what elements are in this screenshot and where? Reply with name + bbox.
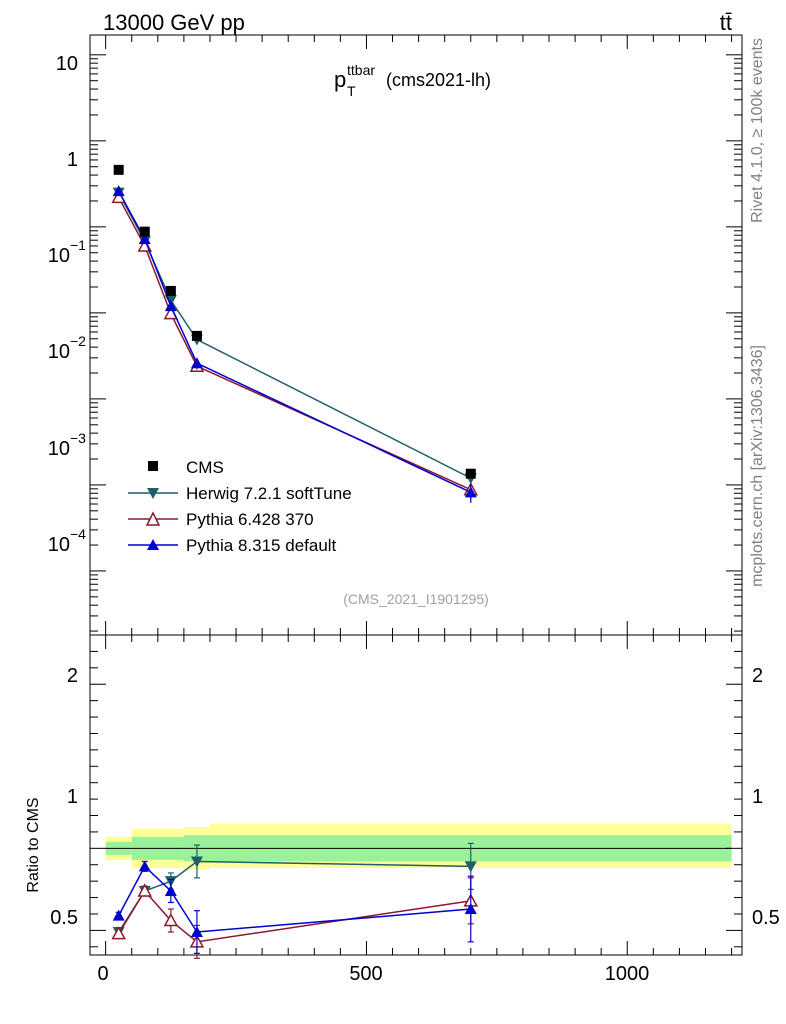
main-line-pythia-8-315-default [118, 190, 472, 494]
mcplots-label: mcplots.cern.ch [arXiv:1306.3436] [749, 345, 766, 587]
ratio-point-pythia-8-315-default [112, 909, 125, 921]
main-point-pythia-8-315-default [112, 185, 125, 197]
ratio-y-tick-label-1-left: 1 [67, 786, 78, 808]
y-tick-exp-4: −4 [70, 526, 86, 542]
y-tick-exp-2: −2 [70, 333, 86, 349]
ratio-point-herwig-7-2-1-softtune [190, 856, 203, 868]
y-tick-label-1e-2: 10 [48, 341, 70, 363]
ratio-point-pythia-8-315-default [164, 885, 177, 896]
legend: CMS Herwig 7.2.1 softTune Pythia 6.428 3… [128, 458, 352, 555]
main-point-cms [191, 330, 202, 341]
main-y-axis-ticks [90, 35, 742, 635]
plot-title-sup: ttbar [347, 62, 375, 78]
main-point-pythia-8-315-default [164, 300, 177, 312]
ratio-axis-ticks [90, 635, 742, 955]
x-tick-labels: 0 500 1000 [97, 963, 649, 985]
y-tick-label-1: 1 [67, 149, 78, 171]
ratio-series-layer [111, 842, 479, 959]
ratio-uncertainty-bands [105, 823, 732, 870]
energy-label: 13000 GeV pp [103, 10, 245, 35]
plot-title-sub: T [347, 83, 356, 99]
ratio-point-pythia-8-315-default [464, 903, 477, 915]
main-y-tick-exponents: −1 −2 −3 −4 [70, 237, 86, 542]
plot-title: p ttbar T (cms2021-lh) [334, 62, 491, 99]
x-tick-label-1000: 1000 [605, 963, 650, 985]
main-point-cms [139, 226, 150, 237]
y-tick-exp-1: −1 [70, 237, 86, 253]
main-point-pythia-8-315-default [190, 357, 203, 369]
y-tick-exp-3: −3 [70, 430, 86, 446]
x-tick-label-500: 500 [349, 963, 382, 985]
main-y-tick-labels: 10 1 10 10 10 10 [48, 53, 78, 556]
ratio-y-axis-label: Ratio to CMS [25, 797, 42, 892]
y-tick-label-10: 10 [56, 53, 78, 75]
legend-marker-pythia6 [145, 511, 161, 526]
ratio-y-tick-label-1-right: 1 [752, 786, 763, 808]
legend-label-pythia6: Pythia 6.428 370 [186, 510, 314, 529]
main-point-pythia-8-315-default [464, 486, 477, 498]
main-point-pythia-8-315-default [138, 233, 151, 245]
ratio-y-tick-label-05-right: 0.5 [752, 907, 780, 929]
ratio-point-pythia-6-428-370 [137, 883, 153, 897]
main-point-cms [113, 164, 124, 175]
legend-marker-pythia8 [147, 539, 159, 550]
legend-marker-cms [148, 461, 158, 471]
rivet-version-label: Rivet 4.1.0, ≥ 100k events [749, 38, 766, 223]
ratio-point-pythia-6-428-370 [111, 926, 126, 940]
process-label: tt̄ [720, 10, 732, 35]
ratio-y-tick-label-2-left: 2 [67, 665, 78, 687]
x-tick-label-0: 0 [97, 963, 108, 985]
y-tick-label-1e-3: 10 [48, 438, 70, 460]
ratio-y-tick-label-2-right: 2 [752, 665, 763, 687]
ratio-point-pythia-6-428-370 [163, 912, 179, 927]
legend-label-herwig: Herwig 7.2.1 softTune [186, 484, 352, 503]
ratio-y-tick-labels: 2 1 0.5 2 1 0.5 [50, 665, 780, 929]
main-series-layer [111, 164, 479, 503]
plot-title-main: p [334, 67, 346, 92]
legend-marker-herwig [147, 488, 159, 499]
main-point-cms [165, 285, 176, 296]
main-point-cms [465, 468, 476, 479]
ratio-y-tick-label-05-left: 0.5 [50, 907, 78, 929]
main-line-pythia-6-428-370 [118, 197, 472, 491]
ratio-point-herwig-7-2-1-softtune [464, 861, 477, 873]
analysis-tag: (CMS_2021_I1901295) [343, 591, 489, 607]
legend-label-cms: CMS [186, 458, 224, 477]
legend-label-pythia8: Pythia 8.315 default [186, 536, 337, 555]
ratio-point-pythia-8-315-default [138, 860, 151, 872]
plot-title-suffix: (cms2021-lh) [386, 70, 491, 90]
main-line-herwig-7-2-1-softtune [118, 192, 472, 479]
y-tick-label-1e-4: 10 [48, 534, 70, 556]
ratio-panel-frame [89, 634, 743, 956]
ratio-point-pythia-8-315-default [190, 926, 203, 938]
y-tick-label-1e-1: 10 [48, 245, 70, 267]
